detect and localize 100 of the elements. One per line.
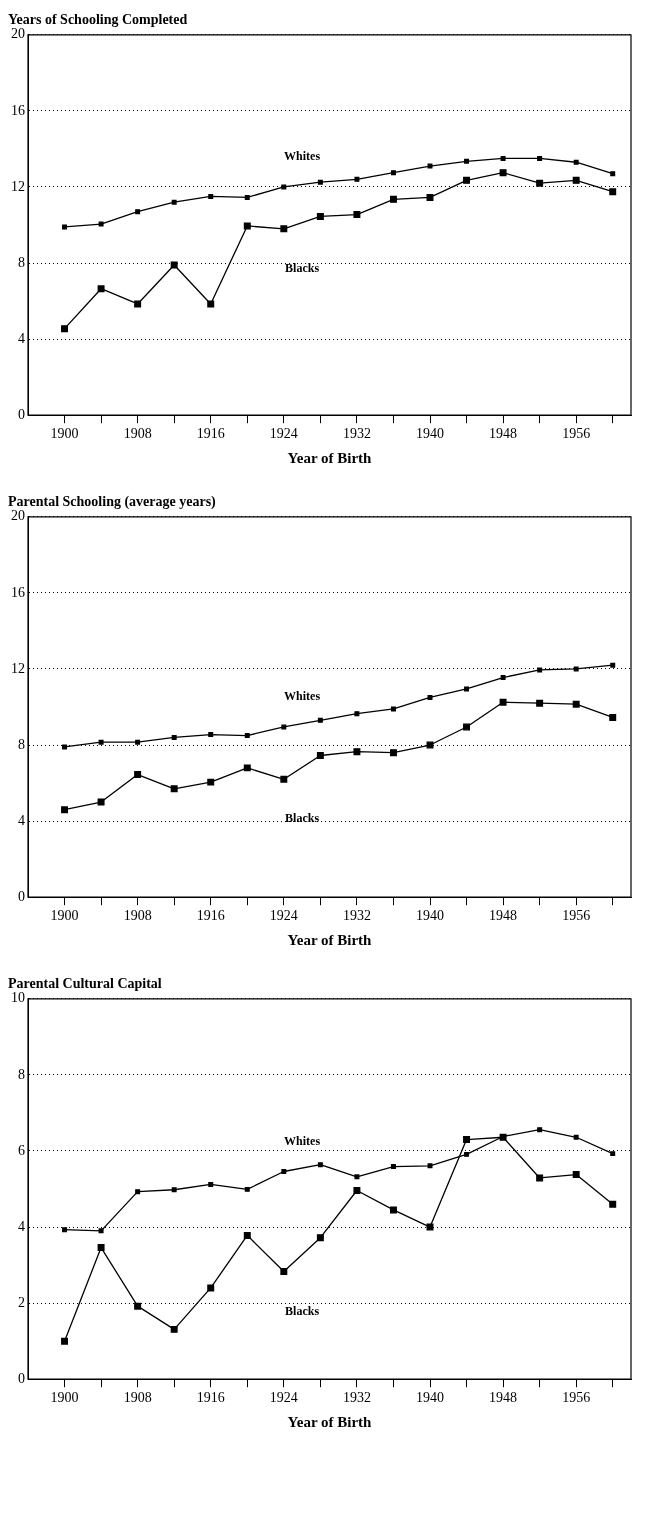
point (463, 1136, 471, 1144)
point (609, 188, 617, 196)
x-axis-title: Year of Birth (287, 449, 373, 466)
point (61, 806, 69, 814)
point (389, 195, 397, 203)
point (244, 1186, 250, 1192)
chart-title: Years of Schooling Completed (8, 12, 188, 28)
point (281, 1169, 287, 1174)
point (353, 1187, 361, 1194)
y-tick-label: 4 (18, 330, 25, 346)
point (135, 739, 141, 745)
x-tick-label: 1940 (416, 426, 444, 442)
x-tick-label: 1940 (416, 908, 444, 924)
text: Blacks (285, 260, 320, 275)
point (280, 775, 288, 783)
point (97, 1244, 105, 1252)
point (610, 1151, 616, 1157)
point (499, 169, 507, 177)
point (207, 1284, 215, 1292)
x-tick-label: 1924 (269, 908, 298, 924)
point (207, 778, 215, 786)
point (353, 211, 361, 219)
x-tick-label: 1948 (489, 426, 518, 442)
point (170, 1325, 178, 1333)
point (500, 155, 506, 161)
point (62, 224, 68, 230)
x-tick-label: 1908 (123, 1390, 152, 1406)
text: Blacks (285, 1303, 320, 1318)
point (353, 748, 361, 756)
point (208, 193, 214, 199)
point (281, 724, 287, 730)
point (170, 785, 178, 793)
series-label: Whites (284, 1133, 321, 1148)
point (536, 1174, 544, 1182)
point (536, 699, 544, 707)
point (243, 764, 251, 772)
x-tick-label: 1932 (342, 1390, 371, 1406)
point (610, 662, 616, 668)
y-tick-label: 12 (11, 660, 25, 676)
point (97, 285, 105, 293)
x-tick-label: 1916 (196, 426, 225, 442)
series-label: Whites (284, 689, 321, 704)
point (500, 675, 506, 681)
point (134, 300, 142, 308)
y-tick-label: 20 (11, 26, 25, 42)
point (170, 261, 178, 269)
point (573, 1134, 579, 1140)
point (572, 1171, 580, 1179)
point (573, 159, 579, 165)
point (280, 1268, 288, 1276)
point (281, 184, 287, 190)
point (316, 1234, 324, 1242)
point (317, 717, 323, 723)
x-tick-label: 1940 (416, 1390, 444, 1406)
point (243, 1231, 251, 1239)
point (537, 155, 543, 161)
point (609, 1200, 617, 1208)
chart-title: Parental Cultural Capital (8, 976, 162, 992)
point (171, 1187, 177, 1193)
chart-title: Parental Schooling (average years) (8, 494, 217, 511)
point (134, 771, 142, 778)
x-tick-label: 1956 (562, 426, 591, 442)
point (171, 734, 177, 740)
point (243, 222, 251, 230)
point (463, 723, 471, 731)
x-tick-label: 1900 (50, 908, 79, 924)
y-tick-label: 8 (18, 736, 25, 752)
point (207, 300, 215, 308)
x-tick-label: 1908 (123, 426, 152, 442)
point (317, 1162, 323, 1168)
point (464, 158, 470, 164)
point (572, 700, 580, 708)
point (390, 170, 396, 176)
point (171, 199, 177, 205)
y-tick-label: 0 (18, 1370, 25, 1386)
x-tick-label: 1900 (50, 1390, 79, 1406)
point (244, 733, 250, 739)
point (610, 171, 616, 177)
point (135, 1189, 141, 1195)
point (609, 713, 617, 721)
y-tick-label: 4 (18, 812, 25, 828)
point (317, 179, 323, 185)
point (389, 1206, 397, 1214)
point (390, 706, 396, 712)
point (98, 739, 104, 745)
point (62, 1227, 68, 1233)
y-tick-label: 20 (11, 508, 25, 524)
point (98, 221, 104, 227)
point (244, 194, 250, 200)
x-tick-label: 1948 (489, 908, 518, 924)
x-tick-label: 1916 (196, 908, 225, 924)
y-tick-label: 0 (18, 888, 25, 904)
point (316, 212, 324, 220)
x-tick-label: 1924 (269, 426, 298, 442)
point (135, 209, 141, 215)
point (463, 176, 471, 184)
point (572, 176, 580, 184)
point (537, 1127, 543, 1133)
x-tick-label: 1932 (342, 908, 371, 924)
series-label: Whites (284, 149, 321, 164)
